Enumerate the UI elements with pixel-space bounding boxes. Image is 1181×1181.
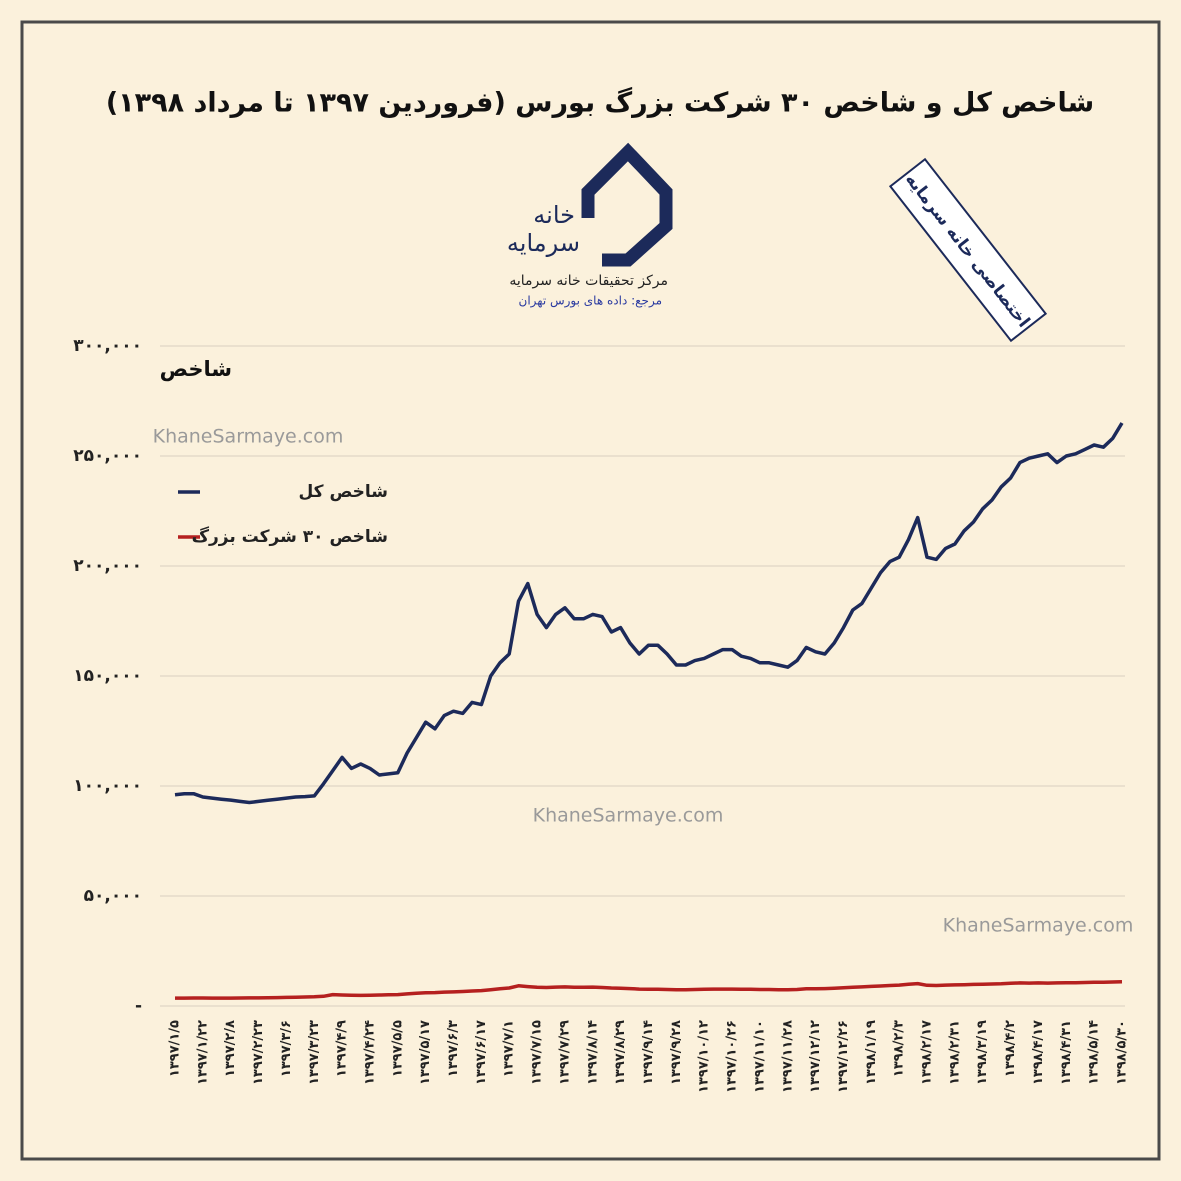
x-tick-label: ۱۳۹۷/۱۲/۱۲ <box>808 1020 823 1093</box>
x-tick-label: ۱۳۹۸/۲/۳ <box>892 1020 907 1077</box>
x-tick-label: ۱۳۹۸/۴/۳۱ <box>1059 1020 1074 1085</box>
x-tick-label: ۱۳۹۸/۳/۱۹ <box>975 1020 990 1085</box>
x-tick-label: ۱۳۹۷/۱۰/۱۲ <box>697 1020 712 1093</box>
x-tick-label: ۱۳۹۷/۴/۹ <box>335 1020 350 1077</box>
legend-label: شاخص کل <box>298 482 388 502</box>
watermark: KhaneSarmaye.com <box>533 805 724 827</box>
y-tick-label: - <box>135 996 142 1016</box>
x-tick-label: ۱۳۹۷/۸/۱۴ <box>585 1020 600 1085</box>
y-tick-label: ۲۵۰,۰۰۰ <box>73 446 142 466</box>
legend-label: شاخص ۳۰ شرکت بزرگ <box>192 527 388 547</box>
watermark: KhaneSarmaye.com <box>943 915 1134 937</box>
x-tick-label: ۱۳۹۸/۵/۱۴ <box>1087 1020 1102 1085</box>
x-tick-label: ۱۳۹۷/۲/۲۳ <box>251 1020 266 1085</box>
x-tick-label: ۱۳۹۷/۱/۲۲ <box>195 1020 210 1085</box>
x-tick-label: ۱۳۹۷/۸/۲۹ <box>613 1020 628 1085</box>
x-tick-label: ۱۳۹۷/۶/۱۷ <box>474 1020 489 1085</box>
logo-text: سرمایه <box>507 229 580 257</box>
logo-mark <box>581 142 673 267</box>
x-tick-label: ۱۳۹۷/۹/۱۴ <box>641 1020 656 1085</box>
y-tick-label: ۳۰۰,۰۰۰ <box>73 336 142 356</box>
x-tick-label: ۱۳۹۷/۷/۲۹ <box>557 1020 572 1085</box>
x-tick-label: ۱۳۹۷/۵/۵ <box>390 1020 405 1077</box>
y-tick-label: ۱۰۰,۰۰۰ <box>73 776 142 796</box>
x-tick-label: ۱۳۹۷/۲/۸ <box>223 1020 238 1077</box>
source: مرجع: داده های بورس تهران <box>519 294 662 309</box>
x-tick-label: ۱۳۹۸/۲/۳۱ <box>947 1020 962 1085</box>
x-tick-label: ۱۳۹۷/۷/۱۵ <box>530 1020 545 1085</box>
x-tick-label: ۱۳۹۷/۳/۶ <box>279 1020 294 1077</box>
x-tick-label: ۱۳۹۸/۲/۱۷ <box>920 1020 935 1085</box>
x-tick-label: ۱۳۹۷/۱۰/۲۶ <box>725 1020 740 1093</box>
x-tick-label: ۱۳۹۷/۴/۲۴ <box>362 1020 377 1085</box>
frame <box>20 20 1161 1161</box>
x-tick-label: ۱۳۹۷/۵/۱۷ <box>418 1020 433 1085</box>
x-tick-label: ۱۳۹۸/۵/۳۰ <box>1115 1020 1130 1085</box>
x-tick-label: ۱۳۹۸/۴/۲ <box>1003 1020 1018 1077</box>
series-line <box>174 422 1124 805</box>
stamp-box <box>888 157 1048 343</box>
x-tick-label: ۱۳۹۸/۱/۱۹ <box>864 1020 879 1085</box>
x-tick-label: ۱۳۹۷/۷/۱ <box>502 1020 517 1077</box>
y-tick-label: ۱۵۰,۰۰۰ <box>73 666 142 686</box>
x-tick-label: ۱۳۹۷/۱۲/۲۶ <box>836 1020 851 1093</box>
x-tick-label: ۱۳۹۷/۹/۲۸ <box>669 1020 684 1085</box>
x-tick-label: ۱۳۹۷/۶/۳ <box>446 1020 461 1077</box>
chart-title: شاخص کل و شاخص ۳۰ شرکت بزرگ بورس (فروردی… <box>106 87 1094 119</box>
watermark: KhaneSarmaye.com <box>153 426 344 448</box>
y-tick-label: ۲۰۰,۰۰۰ <box>73 556 142 576</box>
x-tick-label: ۱۳۹۷/۱۱/۲۸ <box>780 1020 795 1093</box>
logo-text: خانه <box>533 201 575 229</box>
x-tick-label: ۱۳۹۷/۱۱/۱۰ <box>752 1020 767 1093</box>
x-tick-label: ۱۳۹۷/۳/۲۳ <box>307 1020 322 1085</box>
x-tick-label: ۱۳۹۷/۱/۵ <box>168 1020 183 1077</box>
series-line <box>175 980 1123 1000</box>
y-tick-label: ۵۰,۰۰۰ <box>84 886 142 906</box>
y-axis-label: شاخص <box>160 357 232 381</box>
x-tick-label: ۱۳۹۸/۴/۱۷ <box>1031 1020 1046 1085</box>
organization: مرکز تحقیقات خانه سرمایه <box>509 273 668 289</box>
